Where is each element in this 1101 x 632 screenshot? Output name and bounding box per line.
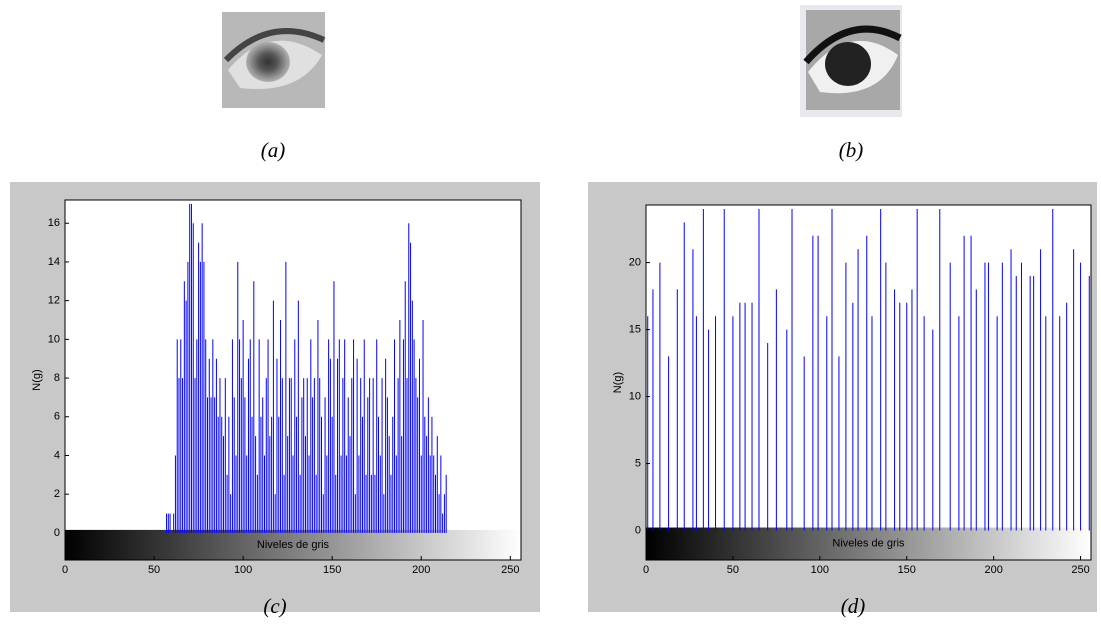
y-tick-label: 8 [54,372,60,384]
y-axis-label: N(g) [31,369,43,390]
y-tick-label: 12 [48,295,60,307]
y-tick-label: 14 [48,256,60,268]
axes-frame [64,199,522,561]
y-tick-label: 0 [635,524,641,536]
x-tick-label: 250 [501,564,519,576]
plot-area [646,205,1091,560]
caption: (d) [841,594,866,618]
caption: (a) [261,138,286,162]
x-tick-label: 150 [898,564,916,576]
y-tick-label: 2 [54,488,60,500]
y-tick-label: 16 [48,217,60,229]
caption: (c) [263,594,286,618]
x-tick-label: 200 [984,564,1002,576]
x-tick-label: 0 [62,564,68,576]
caption: (b) [839,138,864,162]
y-tick-label: 10 [48,333,60,345]
x-tick-label: 100 [234,564,252,576]
y-tick-label: 6 [54,411,60,423]
colorbar [646,527,1091,560]
y-tick-label: 5 [635,457,641,469]
x-tick-label: 0 [643,564,649,576]
x-tick-label: 200 [412,564,430,576]
y-tick-label: 4 [54,449,60,461]
y-tick-label: 20 [629,257,641,269]
x-tick-label: 250 [1071,564,1089,576]
stems [647,209,1090,531]
y-tick-label: 10 [629,390,641,402]
colorbar [65,529,521,560]
axes-frame [645,204,1092,561]
y-axis-label: N(g) [612,372,624,393]
x-tick-label: 50 [148,564,160,576]
eye-image-b [800,5,902,117]
y-tick-label: 0 [54,527,60,539]
x-tick-label: 100 [811,564,829,576]
x-tick-label: 50 [727,564,739,576]
x-axis-label: Niveles de gris [832,538,905,550]
x-tick-label: 150 [323,564,341,576]
stems [166,203,447,533]
y-tick-label: 15 [629,323,641,335]
eye-image-a [222,12,326,108]
x-axis-label: Niveles de gris [257,539,330,551]
